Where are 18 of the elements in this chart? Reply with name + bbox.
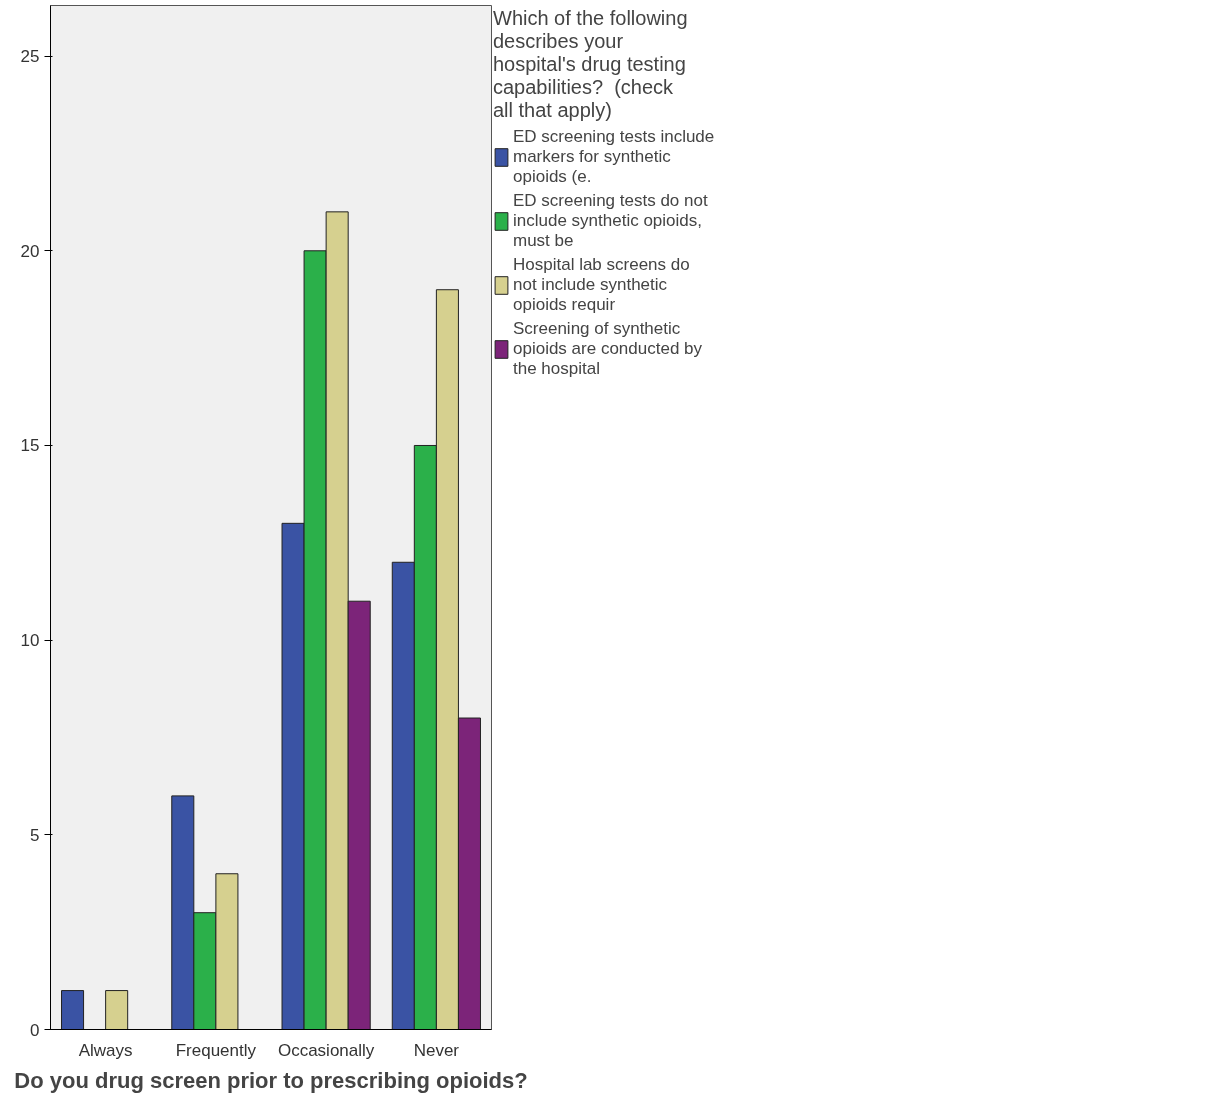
legend-label: ED screening tests do not include synthetic opioids, must be	[513, 191, 708, 251]
legend-label: ED screening tests include markers for synthetic opioids (e.	[513, 127, 715, 187]
legend-title: Which of the following describes your hospital's drug testing capabilities? (check all that apply)	[493, 7, 689, 122]
x-tick-label: Frequently	[175, 1040, 257, 1060]
bar	[105, 990, 129, 1030]
x-axis-title: Do you drug screen prior to prescribing opioids?	[14, 1067, 528, 1093]
legend-label: Hospital lab screens do not include synthetic opioids requir	[513, 255, 690, 315]
x-tick-label: Always	[78, 1040, 133, 1060]
legend-label: Screening of synthetic opioids are conducted by the hospital	[513, 319, 703, 379]
y-tick-label: 20	[20, 241, 40, 261]
bar	[61, 990, 85, 1030]
y-tick-label: 5	[30, 825, 40, 845]
y-tick-label: 10	[20, 631, 40, 651]
y-tick-label: 25	[20, 47, 40, 67]
y-tick-label: 0	[30, 1020, 40, 1040]
x-tick-label: Never	[413, 1040, 460, 1060]
y-tick-label: 15	[20, 436, 40, 456]
x-tick-label: Occasionally	[277, 1040, 375, 1060]
